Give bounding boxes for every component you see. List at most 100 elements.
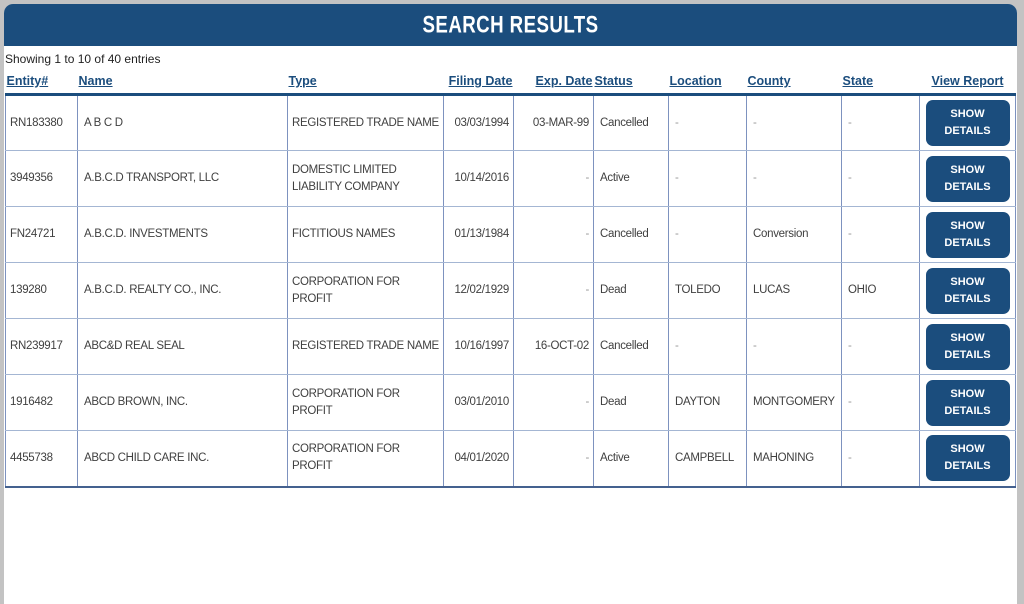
table-row: 3949356 A.B.C.D TRANSPORT, LLC DOMESTIC LI… <box>5 150 1016 207</box>
column-header-county[interactable]: County <box>746 71 842 96</box>
cell-exp_date: - <box>513 150 594 207</box>
cell-state: - <box>841 94 920 151</box>
column-header-exp_date[interactable]: Exp. Date <box>513 71 594 96</box>
cell-filing_date: 10/16/1997 <box>443 318 514 375</box>
table-row: RN239917 ABC&D REAL SEAL REGISTERED TRADE … <box>5 318 1016 375</box>
cell-filing_date: 03/01/2010 <box>443 374 514 431</box>
cell-state: OHIO <box>841 262 920 319</box>
column-header-type[interactable]: Type <box>287 71 444 96</box>
cell-name: A.B.C.D TRANSPORT, LLC <box>77 150 288 207</box>
cell-status: Cancelled <box>593 94 669 151</box>
cell-type: REGISTERED TRADE NAME <box>287 94 444 151</box>
cell-exp_date: - <box>513 206 594 263</box>
column-header-name[interactable]: Name <box>77 71 288 96</box>
results-count: Showing 1 to 10 of 40 entries <box>5 52 161 66</box>
search-results-panel: SEARCH RESULTS Showing 1 to 10 of 40 ent… <box>4 4 1017 604</box>
cell-entity: RN239917 <box>5 318 78 375</box>
cell-location: - <box>668 150 747 207</box>
cell-status: Active <box>593 150 669 207</box>
cell-filing_date: 01/13/1984 <box>443 206 514 263</box>
cell-state: - <box>841 374 920 431</box>
page-title: SEARCH RESULTS <box>422 10 599 38</box>
cell-location: - <box>668 94 747 151</box>
cell-state: - <box>841 318 920 375</box>
table-header-row: Entity# Name Type Filing Date Exp. Date Statu… <box>5 71 1016 96</box>
cell-status: Cancelled <box>593 318 669 375</box>
cell-name: ABC&D REAL SEAL <box>77 318 288 375</box>
cell-type: CORPORATION FOR PROFIT <box>287 262 444 319</box>
cell-status: Active <box>593 430 669 488</box>
cell-filing_date: 04/01/2020 <box>443 430 514 488</box>
cell-exp_date: 16-OCT-02 <box>513 318 594 375</box>
cell-view-report: SHOW DETAILS <box>919 94 1016 151</box>
cell-type: CORPORATION FOR PROFIT <box>287 430 444 488</box>
cell-county: - <box>746 150 842 207</box>
table-row: 1916482 ABCD BROWN, INC. CORPORATION FOR P… <box>5 374 1016 431</box>
column-header-filing_date[interactable]: Filing Date <box>443 71 514 96</box>
cell-entity: 139280 <box>5 262 78 319</box>
show-details-button[interactable]: SHOW DETAILS <box>925 379 1010 426</box>
cell-county: Conversion <box>746 206 842 263</box>
cell-type: CORPORATION FOR PROFIT <box>287 374 444 431</box>
cell-entity: FN24721 <box>5 206 78 263</box>
cell-location: DAYTON <box>668 374 747 431</box>
column-header-location[interactable]: Location <box>668 71 747 96</box>
cell-name: A.B.C.D. INVESTMENTS <box>77 206 288 263</box>
cell-exp_date: - <box>513 374 594 431</box>
results-table: Entity# Name Type Filing Date Exp. Date Statu… <box>5 71 1016 488</box>
table-row: FN24721 A.B.C.D. INVESTMENTS FICTITIOUS NA… <box>5 206 1016 263</box>
cell-county: MAHONING <box>746 430 842 488</box>
column-header-status[interactable]: Status <box>593 71 669 96</box>
cell-county: LUCAS <box>746 262 842 319</box>
show-details-button[interactable]: SHOW DETAILS <box>925 267 1010 314</box>
cell-entity: 1916482 <box>5 374 78 431</box>
cell-location: - <box>668 318 747 375</box>
cell-view-report: SHOW DETAILS <box>919 374 1016 431</box>
cell-county: - <box>746 318 842 375</box>
cell-entity: 3949356 <box>5 150 78 207</box>
table-row: 139280 A.B.C.D. REALTY CO., INC. CORPORATI… <box>5 262 1016 319</box>
cell-type: REGISTERED TRADE NAME <box>287 318 444 375</box>
cell-filing_date: 12/02/1929 <box>443 262 514 319</box>
cell-name: A B C D <box>77 94 288 151</box>
cell-view-report: SHOW DETAILS <box>919 262 1016 319</box>
cell-view-report: SHOW DETAILS <box>919 206 1016 263</box>
cell-exp_date: 03-MAR-99 <box>513 94 594 151</box>
cell-type: DOMESTIC LIMITED LIABILITY COMPANY <box>287 150 444 207</box>
show-details-button[interactable]: SHOW DETAILS <box>925 211 1010 258</box>
show-details-button[interactable]: SHOW DETAILS <box>925 100 1010 146</box>
cell-state: - <box>841 206 920 263</box>
results-table-body: RN183380 A B C D REGISTERED TRADE NAME 03/0… <box>5 94 1016 488</box>
cell-entity: RN183380 <box>5 94 78 151</box>
cell-county: MONTGOMERY <box>746 374 842 431</box>
show-details-button[interactable]: SHOW DETAILS <box>925 155 1010 202</box>
cell-status: Dead <box>593 262 669 319</box>
show-details-button[interactable]: SHOW DETAILS <box>925 323 1010 370</box>
cell-location: - <box>668 206 747 263</box>
cell-view-report: SHOW DETAILS <box>919 430 1016 488</box>
cell-exp_date: - <box>513 430 594 488</box>
column-header-view_report[interactable]: View Report <box>919 71 1016 96</box>
cell-location: TOLEDO <box>668 262 747 319</box>
cell-name: A.B.C.D. REALTY CO., INC. <box>77 262 288 319</box>
column-header-entity[interactable]: Entity# <box>5 71 78 96</box>
cell-status: Dead <box>593 374 669 431</box>
cell-location: CAMPBELL <box>668 430 747 488</box>
cell-county: - <box>746 94 842 151</box>
column-header-state[interactable]: State <box>841 71 920 96</box>
cell-entity: 4455738 <box>5 430 78 488</box>
cell-filing_date: 10/14/2016 <box>443 150 514 207</box>
cell-view-report: SHOW DETAILS <box>919 150 1016 207</box>
show-details-button[interactable]: SHOW DETAILS <box>925 435 1010 482</box>
table-row: 4455738 ABCD CHILD CARE INC. CORPORATION F… <box>5 430 1016 488</box>
cell-state: - <box>841 430 920 488</box>
cell-status: Cancelled <box>593 206 669 263</box>
cell-name: ABCD BROWN, INC. <box>77 374 288 431</box>
cell-filing_date: 03/03/1994 <box>443 94 514 151</box>
cell-state: - <box>841 150 920 207</box>
cell-view-report: SHOW DETAILS <box>919 318 1016 375</box>
search-results-header: SEARCH RESULTS <box>4 4 1017 46</box>
cell-type: FICTITIOUS NAMES <box>287 206 444 263</box>
table-row: RN183380 A B C D REGISTERED TRADE NAME 03/0… <box>5 94 1016 151</box>
cell-name: ABCD CHILD CARE INC. <box>77 430 288 488</box>
